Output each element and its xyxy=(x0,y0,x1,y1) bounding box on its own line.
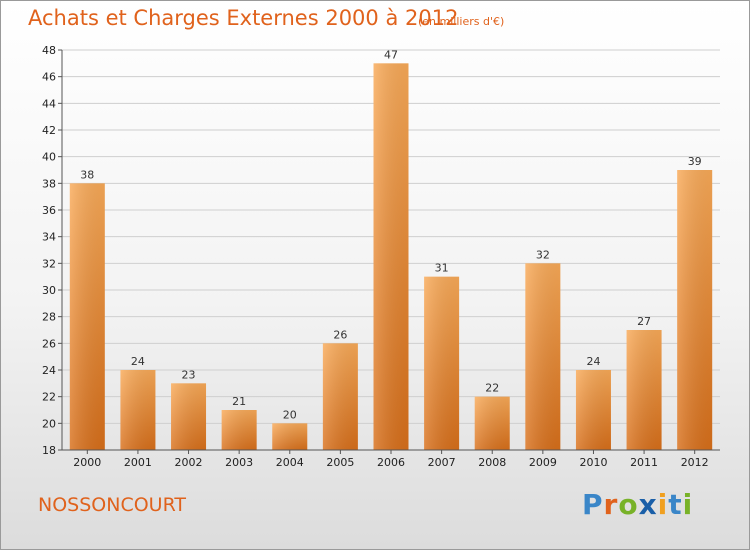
bar-value-label: 23 xyxy=(182,368,196,381)
bar-shade xyxy=(69,183,105,451)
x-tick-label: 2000 xyxy=(73,456,101,469)
bar-value-label: 22 xyxy=(485,382,499,395)
bar-value-label: 24 xyxy=(131,355,145,368)
y-tick-label: 38 xyxy=(42,177,56,190)
logo-letter: i xyxy=(682,488,694,521)
bar-value-label: 31 xyxy=(435,262,449,275)
y-tick-label: 34 xyxy=(42,231,56,244)
chart-subtitle: (en milliers d'€) xyxy=(418,15,505,28)
commune-name: NOSSONCOURT xyxy=(38,494,187,516)
x-tick-label: 2008 xyxy=(478,456,506,469)
bar-shade xyxy=(373,63,409,450)
y-tick-label: 36 xyxy=(42,204,56,217)
x-tick-label: 2010 xyxy=(579,456,607,469)
bar-shade xyxy=(677,170,713,450)
y-tick-label: 32 xyxy=(42,257,56,270)
bar-value-label: 39 xyxy=(688,155,702,168)
logo-letter: P xyxy=(582,488,604,521)
x-tick-label: 2002 xyxy=(175,456,203,469)
x-tick-label: 2006 xyxy=(377,456,405,469)
bar-shade xyxy=(424,276,460,450)
y-tick-label: 44 xyxy=(42,97,56,110)
x-tick-label: 2005 xyxy=(326,456,354,469)
y-tick-label: 42 xyxy=(42,124,56,137)
y-tick-label: 40 xyxy=(42,151,56,164)
bar-value-label: 27 xyxy=(637,315,651,328)
bar-shade xyxy=(171,383,207,450)
logo-letter: x xyxy=(638,488,658,521)
y-tick-label: 24 xyxy=(42,364,56,377)
x-tick-label: 2004 xyxy=(276,456,304,469)
y-tick-label: 18 xyxy=(42,444,56,457)
y-tick-label: 28 xyxy=(42,311,56,324)
y-tick-label: 30 xyxy=(42,284,56,297)
bar-value-label: 26 xyxy=(333,328,347,341)
y-tick-label: 26 xyxy=(42,337,56,350)
bar-value-label: 32 xyxy=(536,248,550,261)
x-tick-label: 2007 xyxy=(428,456,456,469)
logo-letter: t xyxy=(668,488,683,521)
logo-letter: i xyxy=(657,488,669,521)
bar-shade xyxy=(575,370,611,450)
bar-shade xyxy=(272,423,308,450)
x-tick-label: 2003 xyxy=(225,456,253,469)
bar-shade xyxy=(474,396,510,450)
y-tick-label: 20 xyxy=(42,417,56,430)
logo-letter: o xyxy=(618,488,639,521)
y-tick-label: 22 xyxy=(42,391,56,404)
bar-value-label: 24 xyxy=(586,355,600,368)
x-tick-label: 2001 xyxy=(124,456,152,469)
x-tick-label: 2012 xyxy=(681,456,709,469)
bar-shade xyxy=(626,330,662,450)
y-tick-label: 48 xyxy=(42,44,56,57)
chart-title: Achats et Charges Externes 2000 à 2012 xyxy=(28,6,459,30)
bar-shade xyxy=(322,343,358,450)
bar-value-label: 21 xyxy=(232,395,246,408)
y-tick-label: 46 xyxy=(42,71,56,84)
x-tick-label: 2011 xyxy=(630,456,658,469)
bar-value-label: 47 xyxy=(384,48,398,61)
proxiti-logo: Proxiti xyxy=(582,488,693,521)
logo-letter: r xyxy=(603,488,619,521)
bar-shade xyxy=(221,410,257,450)
bar-value-label: 20 xyxy=(283,408,297,421)
bar-shade xyxy=(525,263,561,450)
bar-shade xyxy=(120,370,156,450)
bar-value-label: 38 xyxy=(80,168,94,181)
x-tick-label: 2009 xyxy=(529,456,557,469)
